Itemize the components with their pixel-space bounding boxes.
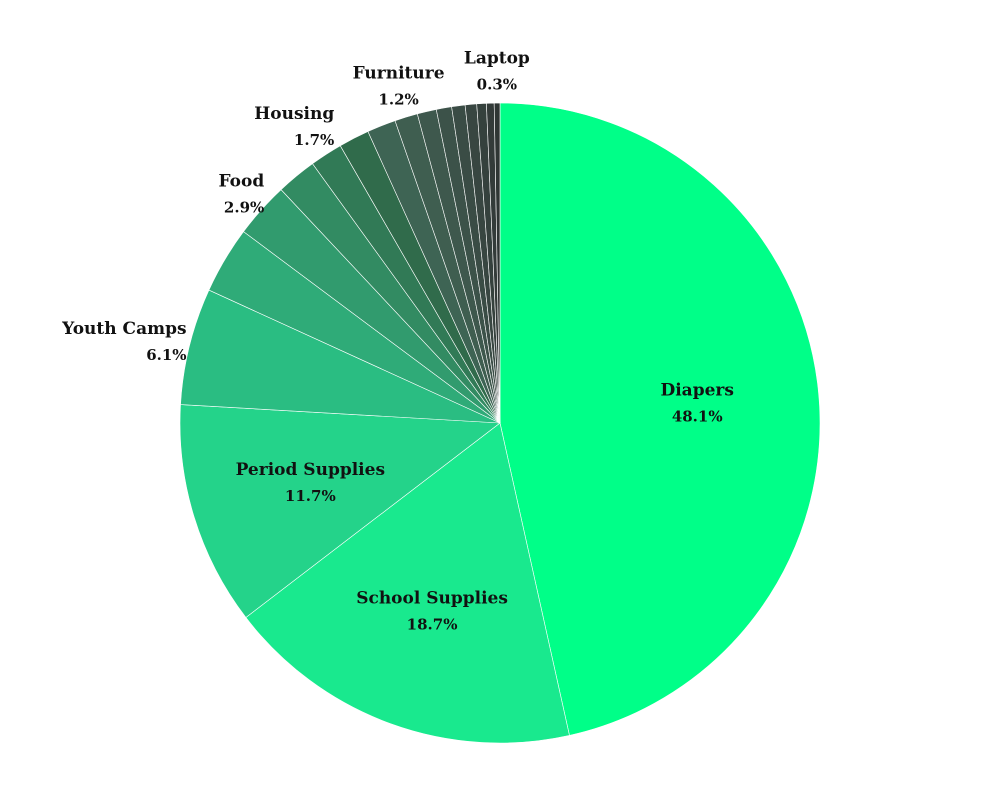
slice-label-furniture: Furniture 1.2% [353, 64, 445, 109]
slice-label-school-supplies: School Supplies 18.7% [356, 588, 508, 633]
slice-percent-housing: 1.7% [294, 131, 334, 149]
slice-name-youth-camps: Youth Camps [61, 319, 186, 339]
slice-name-food: Food [219, 172, 265, 192]
slice-name-housing: Housing [254, 104, 334, 124]
slice-label-diapers: Diapers 48.1% [660, 380, 733, 425]
pie-slices [179, 102, 821, 744]
slice-label-housing: Housing 1.7% [254, 104, 334, 149]
pie-slice-school-supplies [245, 422, 570, 744]
slice-percent-food: 2.9% [224, 199, 264, 217]
slice-name-furniture: Furniture [353, 64, 445, 84]
slice-percent-youth-camps: 6.1% [146, 346, 186, 364]
slice-percent-period-supplies: 11.7% [285, 487, 336, 505]
pie-labels: Diapers 48.1% School Supplies 18.7% Period S… [61, 48, 734, 633]
slice-percent-school-supplies: 18.7% [407, 615, 458, 633]
slice-name-laptop: Laptop [464, 48, 530, 68]
slice-percent-diapers: 48.1% [672, 407, 723, 425]
slice-label-laptop: Laptop 0.3% [464, 48, 530, 93]
pie-slice-diapers [499, 102, 821, 736]
pie-slice-laptop [493, 102, 501, 424]
slice-name-diapers: Diapers [660, 380, 733, 400]
slice-percent-furniture: 1.2% [378, 91, 418, 109]
slice-label-period-supplies: Period Supplies 11.7% [236, 460, 385, 505]
pie-slice-period-supplies [179, 404, 501, 618]
slice-label-food: Food 2.9% [219, 172, 265, 217]
slice-label-youth-camps: Youth Camps 6.1% [61, 319, 186, 364]
slice-name-period-supplies: Period Supplies [236, 460, 385, 480]
slice-percent-laptop: 0.3% [477, 75, 517, 93]
slice-name-school-supplies: School Supplies [356, 588, 508, 608]
